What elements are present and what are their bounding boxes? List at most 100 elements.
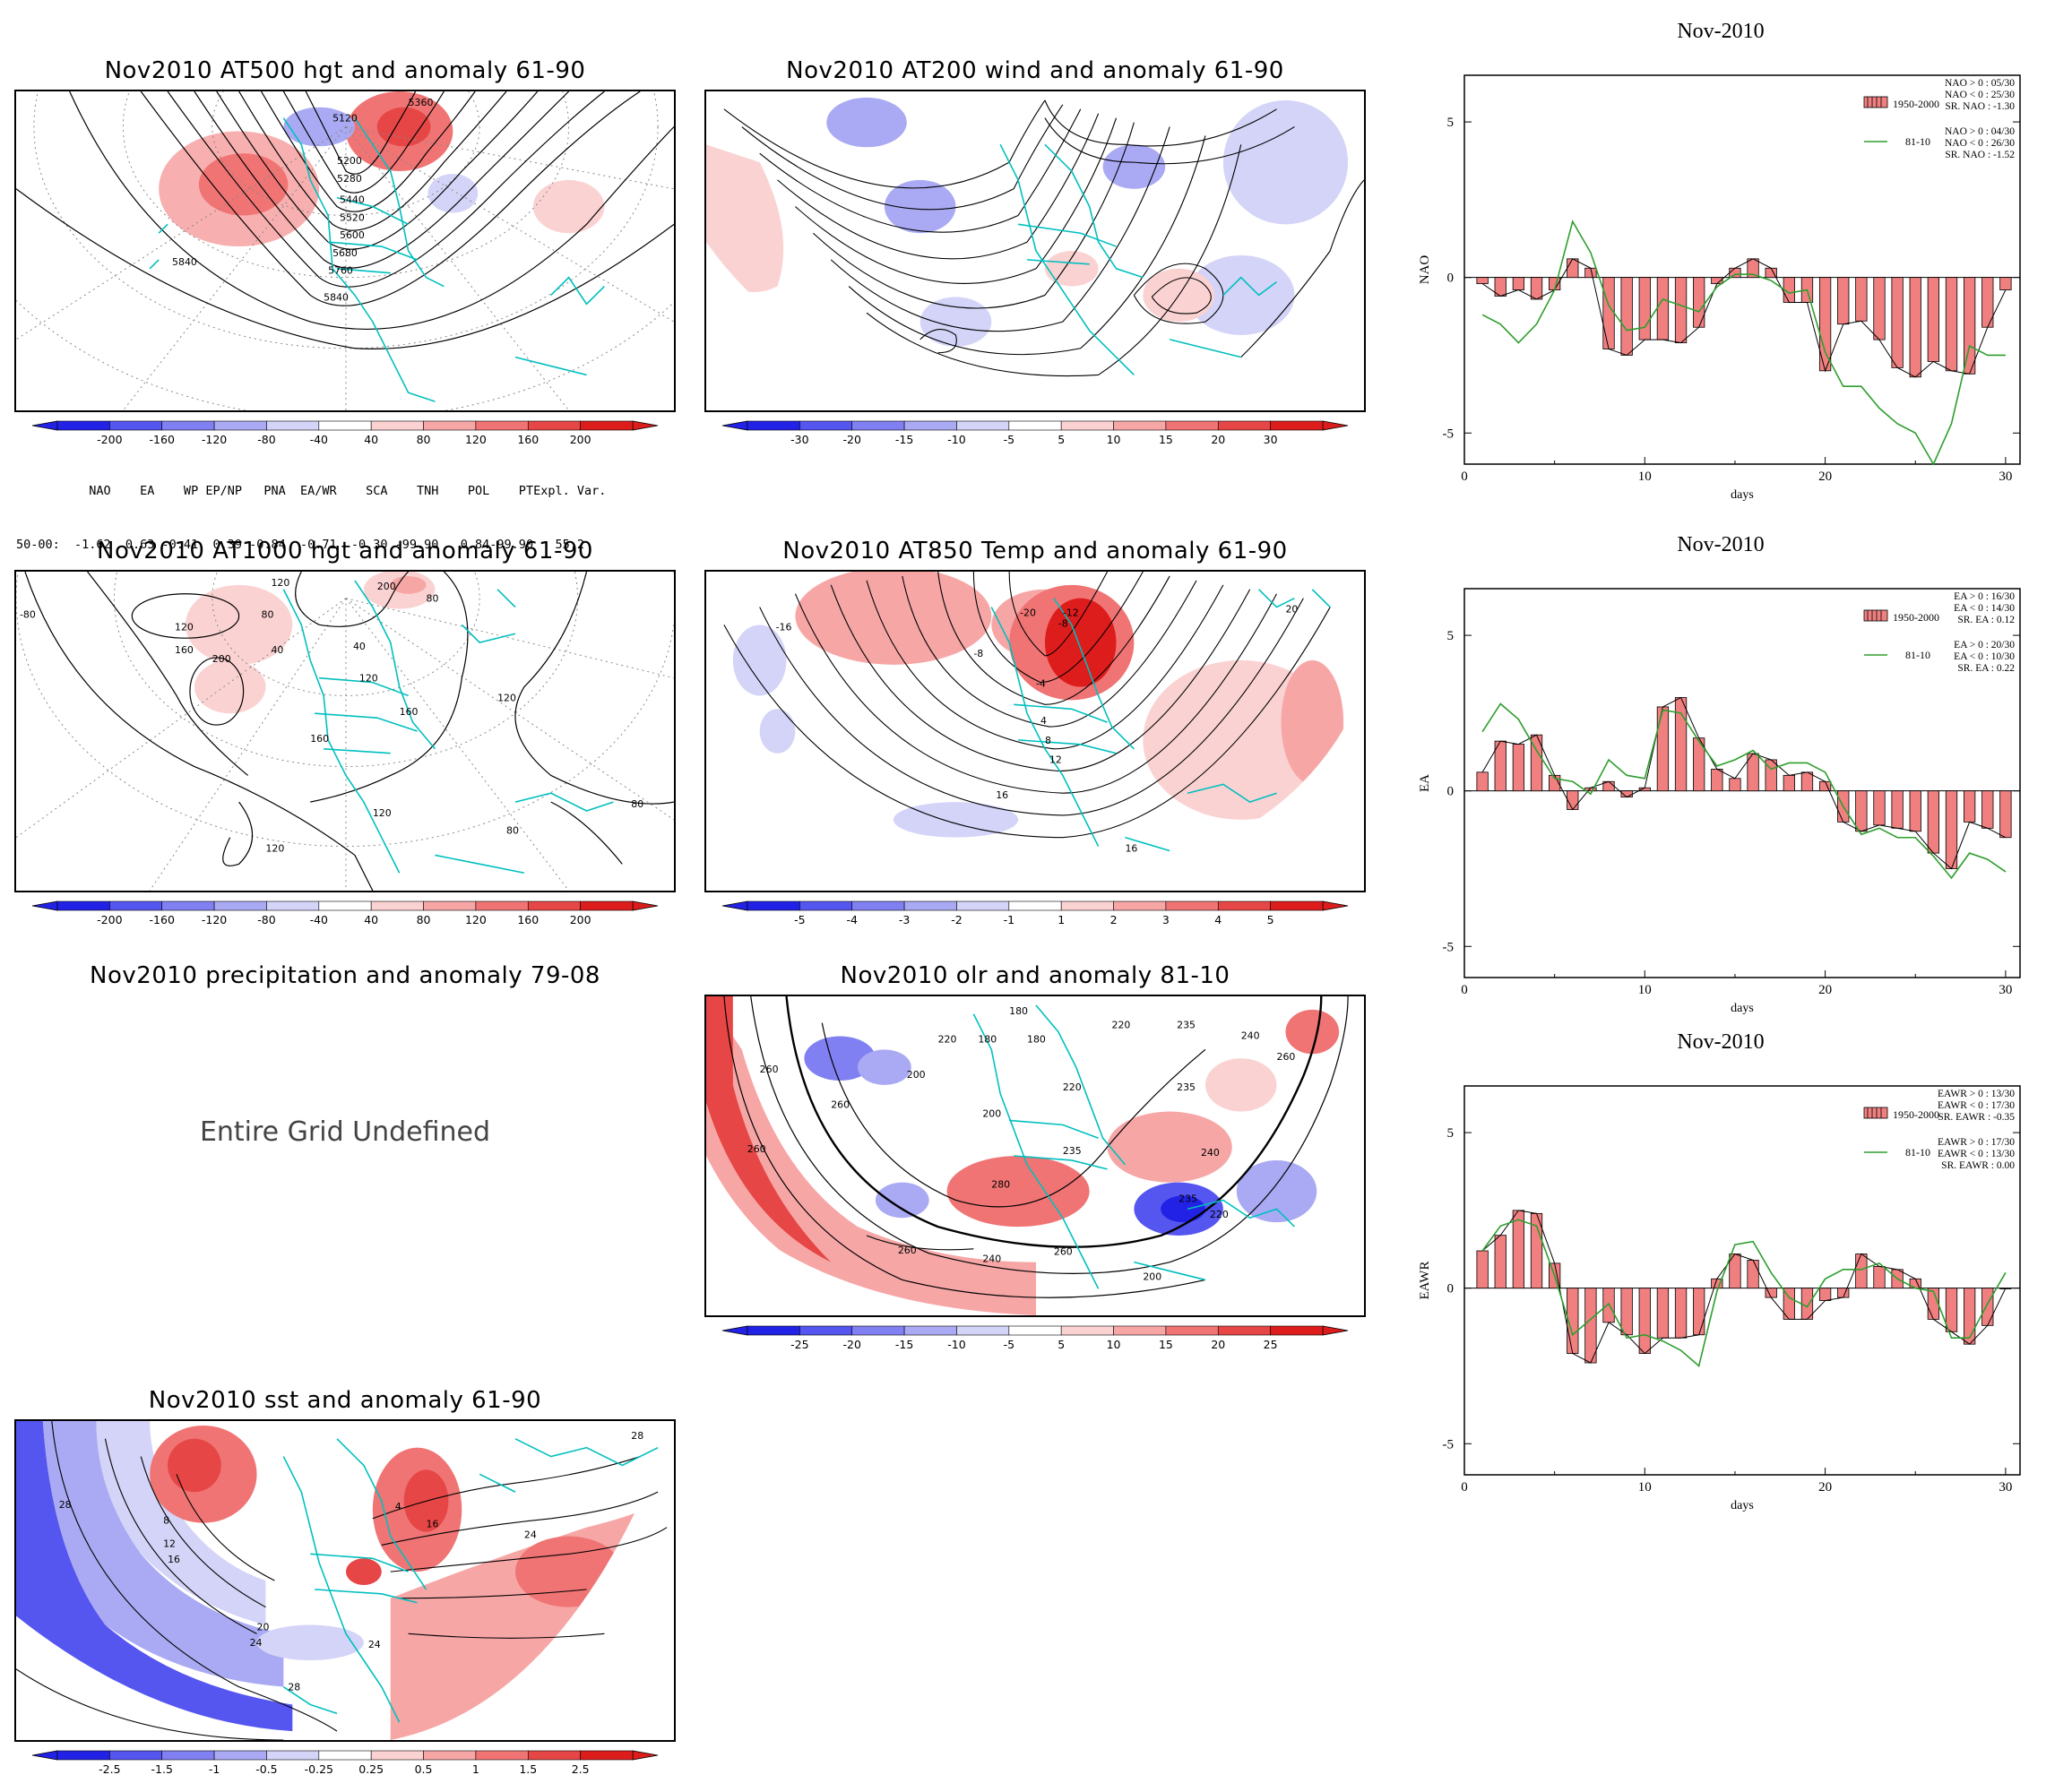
colorbar-label: -0.5 bbox=[255, 1762, 277, 1776]
index-bar bbox=[1891, 277, 1904, 368]
index-bar bbox=[1855, 790, 1868, 832]
colorbar-swatch bbox=[1008, 1325, 1062, 1336]
colorbar-label: 80 bbox=[417, 433, 431, 446]
anomaly-shading bbox=[732, 572, 1344, 838]
legend-stat-bar: EAWR < 0 : 17/30 bbox=[1938, 1100, 2015, 1111]
colorbar-arrow-low bbox=[721, 900, 748, 911]
index-bar bbox=[1530, 277, 1543, 300]
contour-label: 4 bbox=[395, 1501, 401, 1512]
index-bar bbox=[1567, 258, 1579, 279]
legend-stat-line: NAO < 0 : 26/30 bbox=[1945, 138, 2015, 149]
index-table-header: NAO EA WP EP/NP PNA EA/WR SCA TNH POL PT… bbox=[16, 484, 607, 498]
contour-label: 5200 bbox=[337, 155, 362, 167]
colorbar-label: -3 bbox=[899, 913, 910, 926]
colorbar-swatch bbox=[109, 900, 163, 911]
legend-label-bar: 1950-2000 bbox=[1893, 1108, 1939, 1121]
index-bar bbox=[1602, 277, 1615, 349]
contour-label: 5280 bbox=[337, 173, 362, 185]
colorbar-swatch bbox=[1008, 420, 1062, 431]
colorbar-label: 15 bbox=[1159, 1338, 1173, 1351]
chart-title: Nov-2010 bbox=[1677, 20, 1765, 43]
x-tick-label: 30 bbox=[1999, 470, 2012, 484]
index-chart-nao: Nov-2010 -5 0 5 0 10 20 30 days NAO 1950-2000 NAO … bbox=[1398, 18, 2043, 520]
colorbar-swatch bbox=[1270, 1325, 1324, 1336]
index-table-row: 50-00: -1.62 0.63 -0.41 0.39 -0.84 -0.71… bbox=[16, 538, 584, 552]
colorbar-swatch bbox=[423, 1750, 477, 1761]
legend-stat-line: EA > 0 : 20/30 bbox=[1954, 640, 2015, 650]
contour-label: -20 bbox=[1020, 607, 1036, 618]
contour-label: 120 bbox=[265, 843, 284, 855]
colorbar-label: -160 bbox=[150, 913, 175, 926]
colorbar-label: -25 bbox=[790, 1338, 808, 1351]
coastlines bbox=[149, 117, 605, 402]
colorbar-swatch bbox=[423, 420, 477, 431]
index-bar bbox=[1476, 277, 1489, 285]
contour-label: 16 bbox=[168, 1554, 180, 1565]
index-bar bbox=[1800, 771, 1814, 792]
colorbar-swatch bbox=[161, 900, 215, 911]
colorbar-label: -40 bbox=[310, 913, 328, 926]
legend-stat-line: EA < 0 : 10/30 bbox=[1954, 651, 2015, 662]
y-tick-label: 0 bbox=[1447, 785, 1455, 799]
legend-stat-bar: SR. NAO : -1.30 bbox=[1945, 101, 2015, 112]
index-bar bbox=[1656, 706, 1670, 792]
map-plot-at200 bbox=[704, 90, 1366, 412]
contour-label: 5120 bbox=[332, 113, 358, 125]
contour-label: 180 bbox=[1027, 1033, 1046, 1045]
index-bar bbox=[1783, 774, 1795, 792]
contour-label: 200 bbox=[907, 1069, 926, 1081]
contour-label: 24 bbox=[524, 1529, 537, 1541]
index-bar bbox=[1567, 790, 1579, 810]
colorbar-label: -80 bbox=[257, 433, 275, 446]
index-bar bbox=[1855, 1254, 1868, 1289]
colorbar-at200: -30 -20 -15 -10 -5 5 10 15 20 30 bbox=[704, 418, 1366, 453]
colorbar-swatch bbox=[1165, 900, 1219, 911]
contour-label: -4 bbox=[1036, 678, 1046, 690]
colorbar-swatch bbox=[56, 900, 110, 911]
colorbar-swatch bbox=[266, 1750, 320, 1761]
index-bar bbox=[1927, 277, 1940, 362]
index-bar bbox=[1981, 1288, 1994, 1326]
index-bar bbox=[1512, 744, 1525, 792]
index-bar bbox=[1584, 1288, 1597, 1364]
colorbar-swatch bbox=[1060, 420, 1114, 431]
map-mask bbox=[706, 686, 1364, 891]
colorbar-swatch bbox=[1270, 420, 1324, 431]
map-panel-at500: Nov2010 AT500 hgt and anomaly 61-90 bbox=[14, 57, 676, 520]
coastlines bbox=[990, 589, 1331, 852]
legend-stat-line: EAWR < 0 : 13/30 bbox=[1938, 1149, 2015, 1159]
index-bar bbox=[1837, 1288, 1850, 1298]
colorbar-label: -5 bbox=[1004, 1338, 1014, 1351]
olr-contours bbox=[723, 996, 1349, 1298]
colorbar-at1000: -200 -160 -120 -80 -40 40 80 120 160 200 bbox=[14, 898, 676, 934]
colorbar-label: 15 bbox=[1159, 433, 1173, 446]
contour-label: 20 bbox=[1285, 604, 1298, 616]
contour-label: 200 bbox=[1143, 1271, 1161, 1282]
colorbar-swatch bbox=[1060, 1325, 1114, 1336]
colorbar-arrow-high bbox=[1322, 420, 1349, 431]
colorbar-label: 0.25 bbox=[358, 1762, 384, 1776]
height-contours bbox=[24, 572, 674, 891]
y-tick-label: 5 bbox=[1447, 1126, 1455, 1141]
plot-frame bbox=[1463, 1085, 2021, 1476]
y-axis-label: NAO bbox=[1418, 255, 1432, 285]
colorbar-label: -40 bbox=[310, 433, 328, 446]
map-title: Nov2010 AT500 hgt and anomaly 61-90 bbox=[104, 57, 586, 84]
plot-frame bbox=[1463, 74, 2021, 465]
temperature-contours bbox=[723, 572, 1331, 839]
y-tick-label: -5 bbox=[1443, 1437, 1455, 1452]
contour-label: 260 bbox=[747, 1143, 766, 1155]
legend-stat-bar: EA > 0 : 16/30 bbox=[1954, 591, 2015, 602]
colorbar-swatch bbox=[475, 1750, 529, 1761]
colorbar-at500: -200 -160 -120 -80 -40 40 80 120 160 200 bbox=[14, 418, 676, 453]
colorbar-label: -20 bbox=[843, 1338, 861, 1351]
legend-stat-bar: SR. EAWR : -0.35 bbox=[1938, 1112, 2015, 1123]
colorbar-swatch bbox=[370, 1750, 424, 1761]
map-title: Nov2010 AT850 Temp and anomaly 61-90 bbox=[782, 538, 1288, 564]
contour-label: 200 bbox=[212, 653, 231, 665]
coastlines bbox=[999, 143, 1278, 376]
colorbar-label: 1.5 bbox=[519, 1762, 537, 1776]
legend-stat-line: NAO > 0 : 04/30 bbox=[1945, 126, 2015, 137]
x-tick-label: 10 bbox=[1638, 983, 1652, 997]
contour-label: 80 bbox=[262, 608, 274, 620]
